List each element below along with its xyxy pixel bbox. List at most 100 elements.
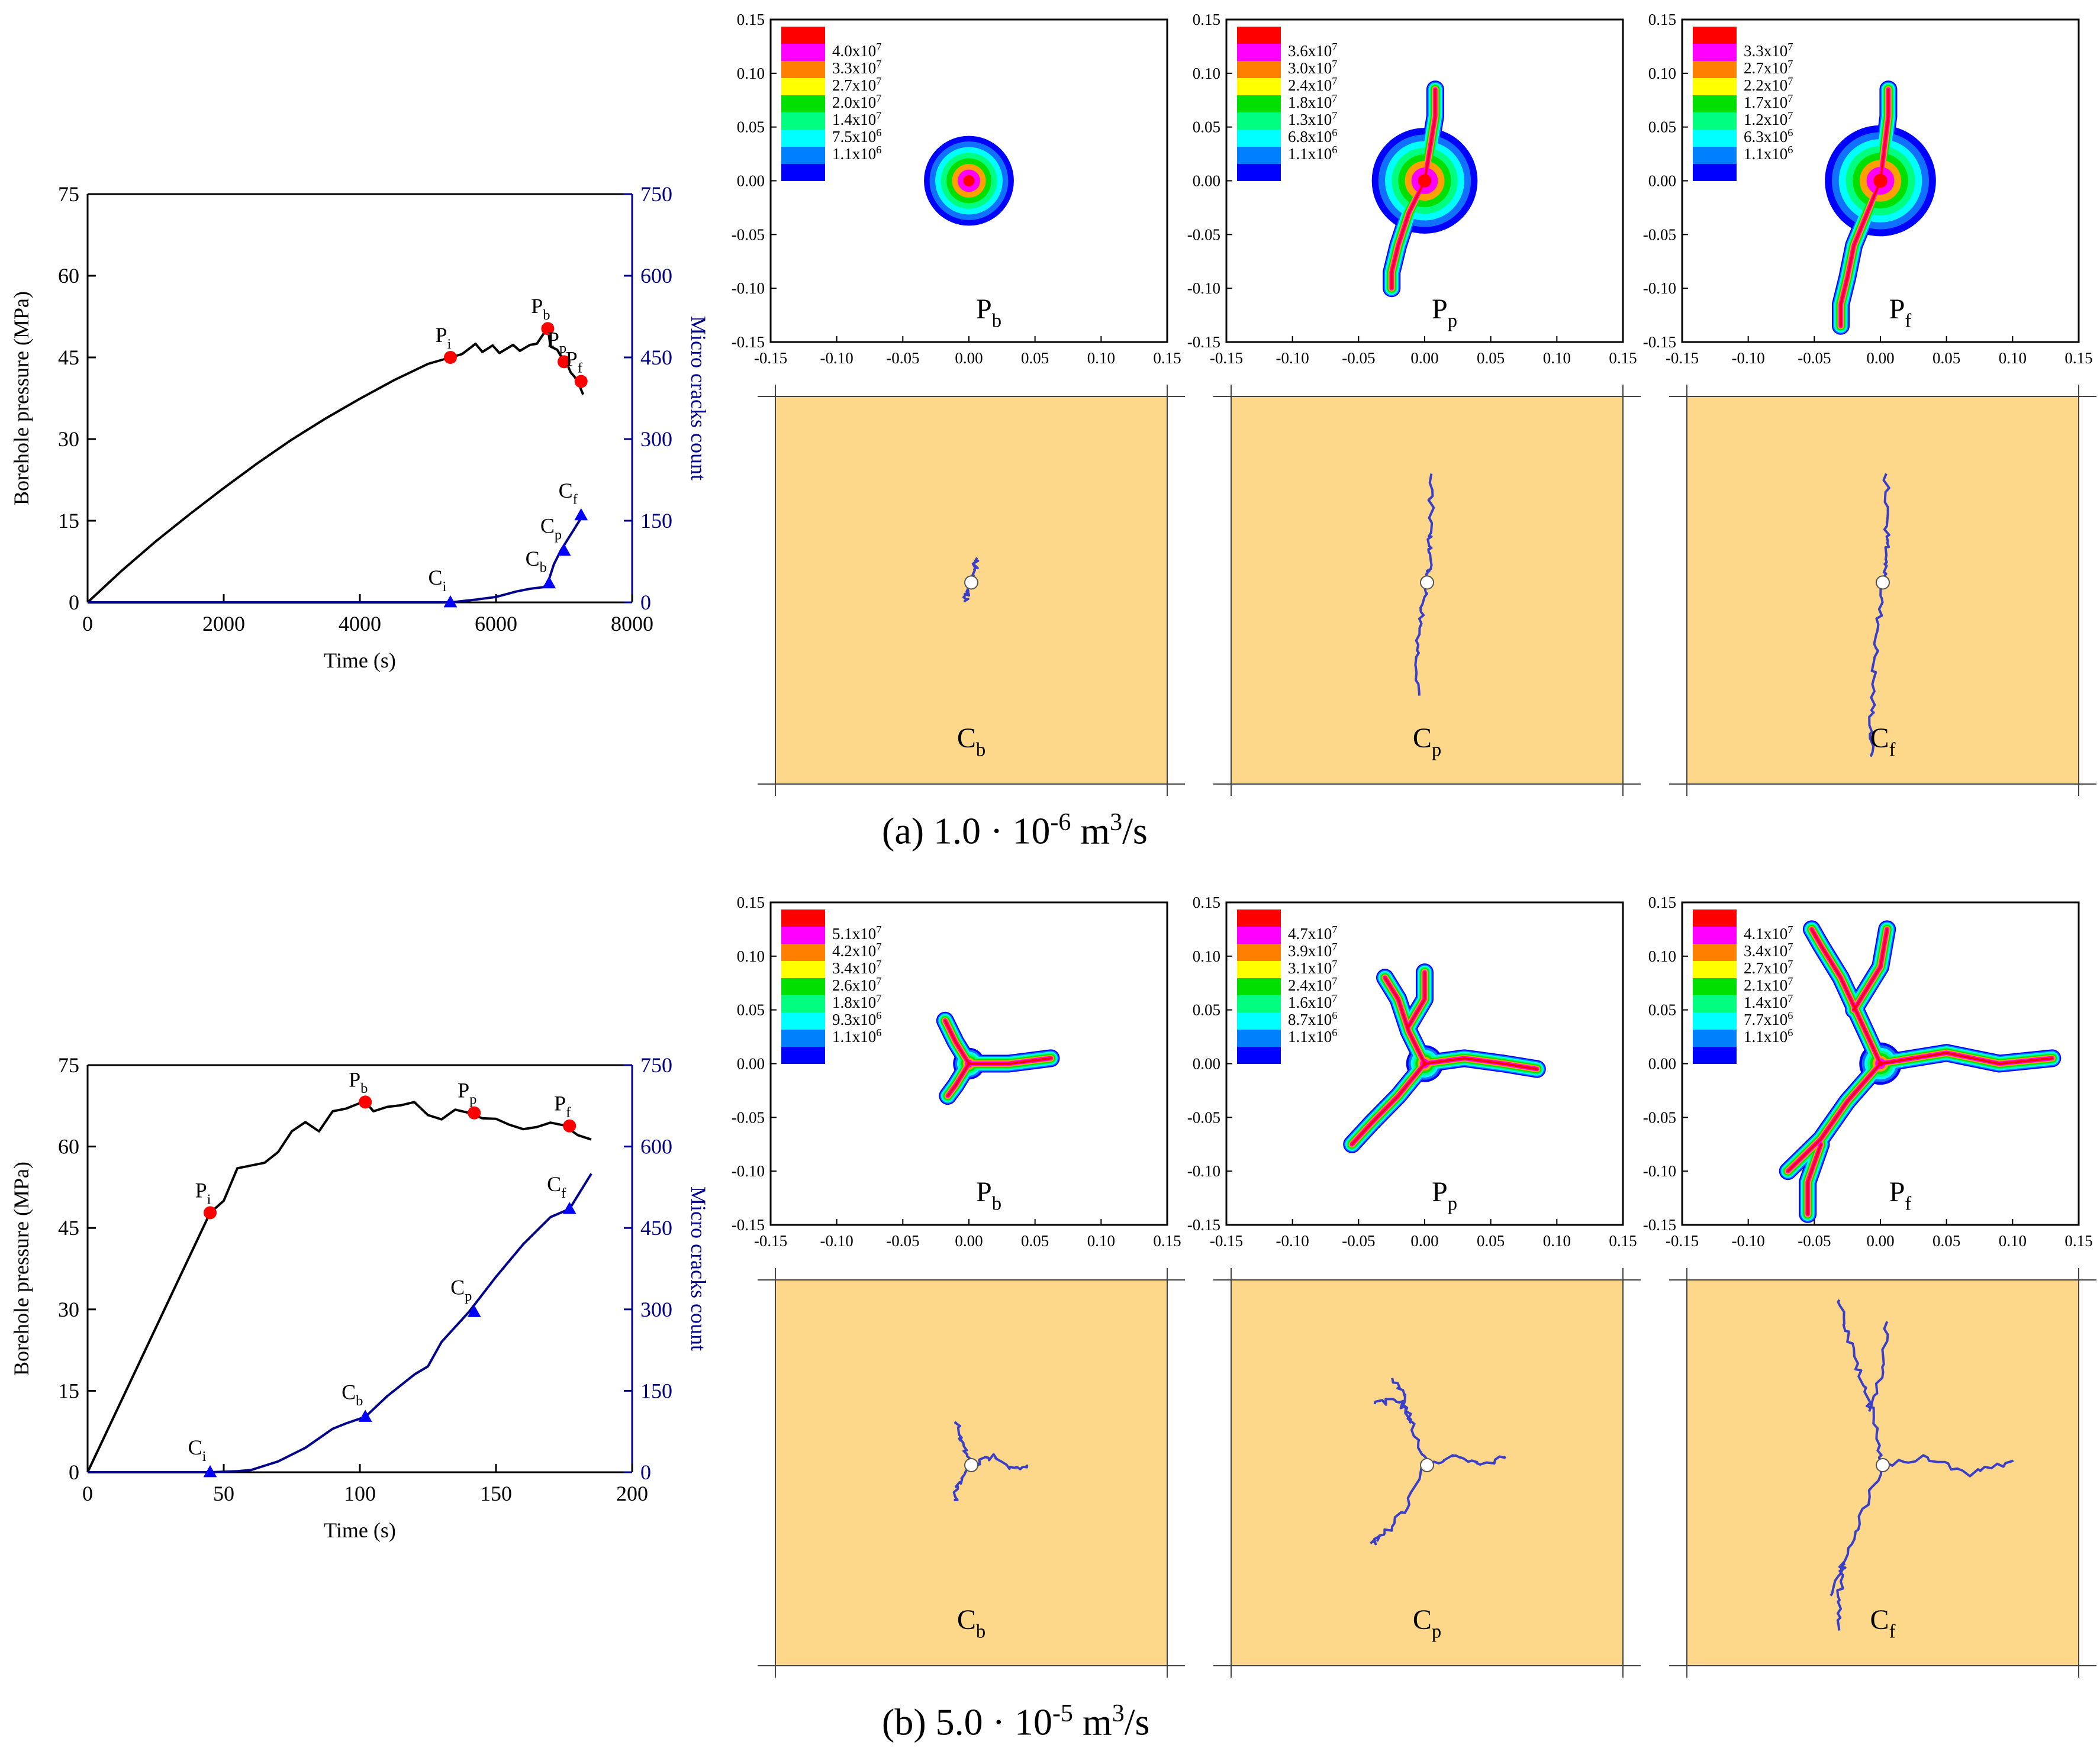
x-tick-label: 8000: [611, 612, 653, 636]
pressure-marker-label-p-sub: p: [469, 1092, 476, 1108]
cracks-marker-p: [467, 1305, 481, 1317]
legend-swatch: [1237, 78, 1281, 95]
map-y-tick-label: -0.15: [732, 1216, 765, 1234]
y-axis-label: Borehole pressure (MPa): [9, 1162, 33, 1376]
legend-label-sup: 7: [1332, 975, 1337, 987]
map-x-tick-label: 0.15: [1609, 349, 1637, 367]
legend-label-main: 6.3x10: [1744, 128, 1787, 146]
legend-swatch: [1693, 944, 1737, 961]
legend-label-sup: 7: [1332, 992, 1337, 1004]
map-y-tick-label: 0.10: [1193, 64, 1220, 82]
legend-label-sup: 7: [1787, 975, 1793, 987]
pressure-marker-label-p-main: P: [547, 327, 559, 351]
map-y-tick-label: 0.10: [1193, 947, 1220, 965]
legend-swatch: [1237, 909, 1281, 927]
y-axis-label: Borehole pressure (MPa): [9, 291, 33, 505]
legend-swatch: [781, 1047, 825, 1064]
legend-label-main: 4.0x10: [832, 42, 876, 60]
legend-label: 1.1x106: [1288, 144, 1337, 163]
specimen-stage-label-b-Cb: Cb: [957, 1604, 985, 1642]
specimen-stage-label-a-Cb-sub: b: [976, 739, 985, 760]
map-stage-label-a-Pb: Pb: [976, 294, 1001, 331]
legend-label: 1.1x106: [832, 144, 881, 163]
legend-label: 4.1x107: [1744, 924, 1793, 943]
map-x-tick-label: 0.00: [955, 1232, 983, 1250]
legend-swatch: [1693, 61, 1737, 78]
legend-label: 8.7x106: [1288, 1009, 1337, 1028]
specimen-stage-label-a-Cb-main: C: [957, 723, 976, 754]
map-y-tick-label: 0.00: [1193, 172, 1220, 190]
borehole: [1420, 575, 1434, 590]
specimen-body: [1231, 1280, 1623, 1666]
pressure-marker-label-f-sub: f: [566, 1105, 571, 1121]
x-tick-label: 200: [616, 1482, 648, 1505]
legend-swatch: [1693, 1030, 1737, 1047]
pressure-marker-label-f: Pf: [566, 347, 583, 376]
legend-swatch: [781, 44, 825, 61]
legend-label-sup: 6: [1787, 1027, 1793, 1038]
contour-branch-band: [1879, 1052, 2054, 1065]
y2-tick-label: 600: [640, 264, 672, 288]
legend-label: 3.3x107: [1744, 41, 1793, 60]
x-axis-label: Time (s): [324, 1518, 396, 1542]
contour-map-b-Pb: -0.15 -0.10 -0.05 0.00 0.05 0.10 0.15 -0.15 -0.1…: [732, 894, 1181, 1250]
cracks-marker-label-i-sub: i: [202, 1449, 207, 1465]
pressure-marker-label-f-sub: f: [578, 360, 583, 376]
legend-label-sup: 7: [876, 58, 881, 70]
legend-label-sup: 7: [1332, 92, 1337, 104]
y-tick-label: 45: [58, 1216, 79, 1240]
pressure-marker-label-b-sub: b: [360, 1081, 368, 1096]
map-x-tick-label: -0.15: [1210, 1232, 1243, 1250]
legend-label: 6.8x106: [1288, 127, 1337, 146]
legend-swatch: [781, 944, 825, 961]
map-x-tick-label: 0.10: [1999, 1232, 2027, 1250]
pressure-marker-label-b-sub: b: [543, 307, 550, 323]
map-stage-label-a-Pf: Pf: [1889, 294, 1912, 331]
map-stage-label-a-Pb-main: P: [976, 294, 992, 325]
legend-label-main: 3.0x10: [1288, 59, 1332, 77]
specimen-stage-label-b-Cf: Cf: [1870, 1604, 1896, 1642]
pressure-marker-f: [574, 375, 588, 388]
legend-label-main: 5.1x10: [832, 925, 876, 943]
map-y-tick-label: 0.10: [1648, 947, 1676, 965]
map-y-tick-label: 0.05: [1648, 118, 1676, 136]
specimen-body: [1231, 396, 1623, 784]
legend-label-sup: 7: [876, 992, 881, 1004]
pressure-marker-label-b: Pb: [531, 294, 550, 323]
legend-label: 1.1x106: [1288, 1027, 1337, 1046]
y2-tick-label: 450: [640, 346, 672, 369]
legend-label-sup: 7: [876, 75, 881, 87]
legend-label-main: 1.8x10: [1288, 93, 1332, 111]
map-y-tick-label: 0.00: [737, 172, 765, 190]
legend-label-main: 1.6x10: [1288, 994, 1332, 1011]
map-x-tick-label: -0.15: [1666, 1232, 1699, 1250]
cracks-marker-label-b-sub: b: [356, 1393, 363, 1409]
legend-swatch: [781, 27, 825, 44]
legend-label: 5.1x107: [832, 924, 881, 943]
contour-branch-band: [1786, 1062, 1882, 1173]
pressure-marker-p: [558, 355, 571, 369]
map-x-tick-label: 0.00: [1866, 1232, 1894, 1250]
legend-swatch: [1237, 978, 1281, 995]
legend-label: 2.7x107: [832, 75, 881, 94]
pressure-marker-label-i: Pi: [195, 1179, 211, 1208]
legend-label-sup: 7: [1332, 41, 1337, 53]
legend-label-main: 1.3x10: [1288, 111, 1332, 128]
legend-label: 9.3x106: [832, 1009, 881, 1028]
legend-label-main: 3.6x10: [1288, 42, 1332, 60]
map-stage-label-b-Pb-sub: b: [992, 1193, 1001, 1214]
legend-swatch: [1237, 27, 1281, 44]
legend-label-main: 7.5x10: [832, 128, 876, 146]
cracks-marker-label-f: Cf: [547, 1172, 566, 1201]
x-tick-label: 100: [344, 1482, 376, 1505]
specimen-panel-a-Cp: Cp: [1213, 385, 1641, 796]
legend-label: 1.1x106: [832, 1027, 881, 1046]
map-y-tick-label: 0.00: [1648, 172, 1676, 190]
specimen-panel-b-Cb: Cb: [758, 1268, 1185, 1678]
map-stage-label-a-Pp-main: P: [1432, 294, 1448, 325]
crack-path: [1425, 473, 1435, 585]
legend-swatch: [1237, 944, 1281, 961]
cracks-marker-label-b: Cb: [526, 547, 547, 576]
contour-branch-band: [946, 1062, 970, 1097]
legend-swatch: [1693, 1012, 1737, 1030]
